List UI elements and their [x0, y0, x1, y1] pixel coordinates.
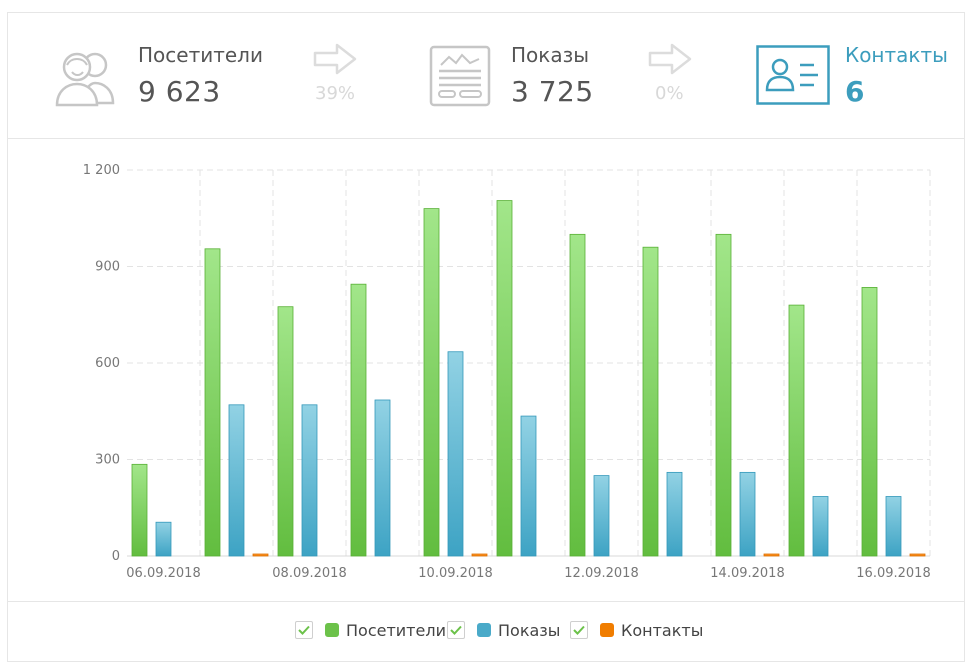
- dashboard-panel: Посетители 9 623 39% Показы 3 725: [7, 12, 965, 662]
- listing-card-icon: [429, 45, 491, 112]
- legend-item-visitors[interactable]: Посетители: [295, 619, 446, 641]
- legend-checkbox[interactable]: [295, 621, 313, 639]
- bar-impressions: [885, 496, 902, 557]
- bar-impressions: [447, 351, 464, 557]
- bar-impressions: [301, 404, 318, 557]
- x-tick-label: 14.09.2018: [710, 566, 784, 581]
- legend-swatch: [600, 623, 614, 637]
- chart-legend: Посетители Показы Контакты: [8, 602, 964, 662]
- bar-visitors: [277, 306, 294, 557]
- check-icon: [450, 625, 462, 635]
- bar-contacts: [909, 553, 926, 557]
- bar-visitors: [569, 233, 586, 557]
- bar-contacts: [252, 553, 269, 557]
- bar-visitors: [204, 248, 221, 557]
- contacts-label: Контакты: [845, 43, 948, 67]
- bar-impressions: [155, 521, 172, 557]
- legend-swatch: [477, 623, 491, 637]
- arrow-right-icon: [313, 43, 357, 80]
- conversion-rate-2: 0%: [655, 83, 684, 104]
- legend-item-impressions[interactable]: Показы: [447, 619, 560, 641]
- contacts-value: 6: [845, 75, 865, 108]
- y-tick-label: 1 200: [83, 163, 120, 178]
- legend-label: Контакты: [621, 620, 704, 640]
- check-icon: [298, 625, 310, 635]
- legend-checkbox[interactable]: [570, 621, 588, 639]
- bar-visitors: [861, 287, 878, 557]
- arrow-right-icon: [648, 43, 692, 80]
- legend-checkbox[interactable]: [447, 621, 465, 639]
- x-tick-label: 12.09.2018: [564, 566, 638, 581]
- legend-label: Посетители: [346, 620, 446, 640]
- x-tick-label: 08.09.2018: [272, 566, 346, 581]
- bar-visitors: [642, 246, 659, 557]
- bar-contacts: [471, 553, 488, 557]
- visitors-value: 9 623: [138, 75, 221, 108]
- chart-area: 0 300 600 900 1 200 06.09.2018 08.09.2018 10.09…: [8, 138, 964, 602]
- bar-impressions: [812, 496, 829, 557]
- y-tick-label: 0: [112, 549, 120, 564]
- bar-impressions: [520, 415, 537, 557]
- bar-chart: 0 300 600 900 1 200 06.09.2018 08.09.2018 10.09…: [83, 163, 931, 581]
- bar-impressions: [228, 404, 245, 557]
- bar-visitors: [715, 233, 732, 557]
- legend-item-contacts[interactable]: Контакты: [570, 619, 703, 641]
- people-icon: [53, 45, 119, 112]
- stats-bar: Посетители 9 623 39% Показы 3 725: [8, 13, 964, 139]
- impressions-value: 3 725: [511, 75, 594, 108]
- x-tick-label: 06.09.2018: [126, 566, 200, 581]
- bar-impressions: [374, 399, 391, 557]
- conversion-rate-1: 39%: [315, 83, 356, 104]
- impressions-label: Показы: [511, 43, 590, 67]
- bar-visitors: [788, 304, 805, 557]
- legend-label: Показы: [498, 620, 561, 640]
- x-tick-label: 16.09.2018: [856, 566, 930, 581]
- bar-visitors: [423, 208, 440, 557]
- y-tick-label: 600: [95, 356, 120, 371]
- contact-card-icon: [756, 45, 830, 110]
- y-tick-label: 300: [95, 453, 120, 468]
- visitors-label: Посетители: [138, 43, 263, 67]
- y-tick-label: 900: [95, 260, 120, 275]
- bar-visitors: [131, 463, 148, 557]
- bar-contacts: [763, 553, 780, 557]
- x-tick-label: 10.09.2018: [418, 566, 492, 581]
- legend-swatch: [325, 623, 339, 637]
- bar-impressions: [593, 475, 610, 557]
- bar-visitors: [496, 200, 513, 557]
- bar-impressions: [666, 471, 683, 557]
- bar-visitors: [350, 283, 367, 557]
- bar-impressions: [739, 471, 756, 557]
- check-icon: [573, 625, 585, 635]
